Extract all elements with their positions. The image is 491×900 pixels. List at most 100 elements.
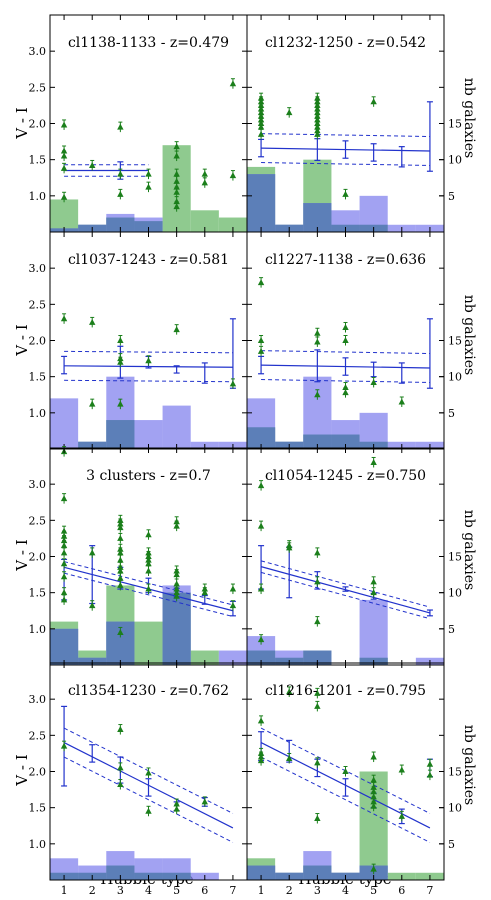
data-point xyxy=(117,190,124,197)
panels-group: cl1138-1133 - z=0.479 1.0 1.5 2.0 2.5 3.0 cl12… xyxy=(29,14,462,897)
count-tick-label: 5 xyxy=(448,407,455,420)
hist-green-bar xyxy=(190,210,219,232)
data-point xyxy=(173,326,180,333)
fit-band-lower xyxy=(63,756,234,843)
ylabel-row-3: V - I xyxy=(13,539,31,571)
y-axis-labels: V - I V - I V - I V - I xyxy=(13,107,31,786)
x-tick-label: 1 xyxy=(258,884,265,897)
data-point xyxy=(314,702,321,709)
data-point xyxy=(286,754,293,761)
data-point xyxy=(286,109,293,116)
hist-green-bar xyxy=(218,217,247,232)
data-point xyxy=(342,768,349,774)
data-point xyxy=(229,602,237,609)
panel-4: cl1227-1138 - z=0.636 5 10 15 xyxy=(246,231,462,450)
data-point xyxy=(145,807,152,814)
data-point xyxy=(370,788,377,795)
data-point xyxy=(60,537,68,544)
data-point xyxy=(173,522,180,529)
x-tick-label: 2 xyxy=(89,884,96,897)
data-point xyxy=(398,766,405,773)
y-tick-label: 1.5 xyxy=(29,587,47,600)
fit-band-upper xyxy=(261,350,430,355)
hist-overlap-bar xyxy=(247,650,276,665)
hist-overlap-bar xyxy=(106,217,135,232)
hist-overlap-bar xyxy=(331,434,360,449)
data-point xyxy=(370,589,377,596)
hist-blue-bar xyxy=(162,405,191,449)
data-point xyxy=(89,400,96,407)
data-point xyxy=(117,574,124,581)
data-point xyxy=(173,170,180,177)
hist-green-bar xyxy=(134,621,163,665)
data-point xyxy=(173,800,180,807)
ylabel-row-4: V - I xyxy=(13,754,31,786)
hist-overlap-bar xyxy=(106,865,135,880)
panel-7: cl1354-1230 - z=0.762 1.0 1.5 2.0 2.5 3.0 1 2 3 4… xyxy=(29,662,248,897)
hist-blue-bar xyxy=(50,398,79,449)
x-tick-label: 5 xyxy=(370,884,377,897)
data-point xyxy=(173,580,180,587)
hist-overlap-bar xyxy=(162,592,191,665)
panel-1: cl1138-1133 - z=0.479 1.0 1.5 2.0 2.5 3.0 xyxy=(29,14,248,233)
y-tick-label: 2.0 xyxy=(29,766,47,779)
y-tick-label: 1.5 xyxy=(29,154,47,167)
data-point xyxy=(117,358,124,365)
hist-overlap-bar xyxy=(50,628,79,665)
data-point xyxy=(117,628,124,635)
x-tick-label: 7 xyxy=(229,884,236,897)
data-point xyxy=(117,170,124,177)
count-tick-label: 10 xyxy=(448,154,462,167)
data-point xyxy=(145,531,152,538)
ylabel-row-2: V - I xyxy=(13,324,31,356)
hist-green-bar xyxy=(190,650,219,665)
x-tick-label: 4 xyxy=(145,884,152,897)
hist-overlap-bar xyxy=(134,221,163,232)
y-tick-label: 1.0 xyxy=(29,190,47,203)
x-tick-label: 7 xyxy=(426,884,433,897)
panel-5: 3 clusters - z=0.7 1.0 1.5 2.0 2.5 3.0 xyxy=(29,446,248,666)
data-point xyxy=(117,337,124,343)
x-tick-label: 6 xyxy=(201,884,208,897)
fit-band-lower xyxy=(260,571,431,620)
data-point xyxy=(117,781,124,788)
data-point xyxy=(60,121,68,128)
data-point xyxy=(342,389,349,396)
y-tick-label: 1.0 xyxy=(29,623,47,636)
data-point xyxy=(117,400,124,407)
data-point xyxy=(60,164,68,171)
data-point xyxy=(257,717,265,724)
y-tick-label: 2.5 xyxy=(29,298,47,311)
data-point xyxy=(257,347,265,354)
y-tick-label: 3.0 xyxy=(29,478,47,491)
hist-overlap-bar xyxy=(247,865,276,880)
hist-overlap-bar xyxy=(303,434,332,449)
right-axis-labels: nb galaxies nb galaxies nb galaxies nb g… xyxy=(461,78,477,805)
data-point xyxy=(342,337,349,343)
data-point xyxy=(173,143,180,150)
data-point xyxy=(173,198,180,205)
data-point xyxy=(201,170,208,177)
data-point xyxy=(60,315,68,322)
count-tick-label: 10 xyxy=(448,587,462,600)
data-point xyxy=(229,172,237,179)
data-point xyxy=(173,805,180,812)
count-tick-label: 15 xyxy=(448,118,462,131)
panel-title: cl1216-1201 - z=0.795 xyxy=(265,683,426,699)
panel-title: cl1354-1230 - z=0.762 xyxy=(68,683,229,699)
data-point xyxy=(60,495,68,502)
y-tick-label: 3.0 xyxy=(29,45,47,58)
data-point xyxy=(342,384,349,391)
data-point xyxy=(201,179,208,186)
y-tick-label: 2.0 xyxy=(29,335,47,348)
hist-blue-bar xyxy=(218,650,247,665)
data-point xyxy=(173,592,180,599)
data-point xyxy=(398,812,405,819)
data-point xyxy=(60,152,68,159)
y-tick-label: 2.5 xyxy=(29,514,47,527)
panel-title: cl1138-1133 - z=0.479 xyxy=(68,35,229,51)
x-tick-label: 3 xyxy=(117,884,124,897)
data-point xyxy=(117,581,124,588)
data-point xyxy=(370,793,377,800)
